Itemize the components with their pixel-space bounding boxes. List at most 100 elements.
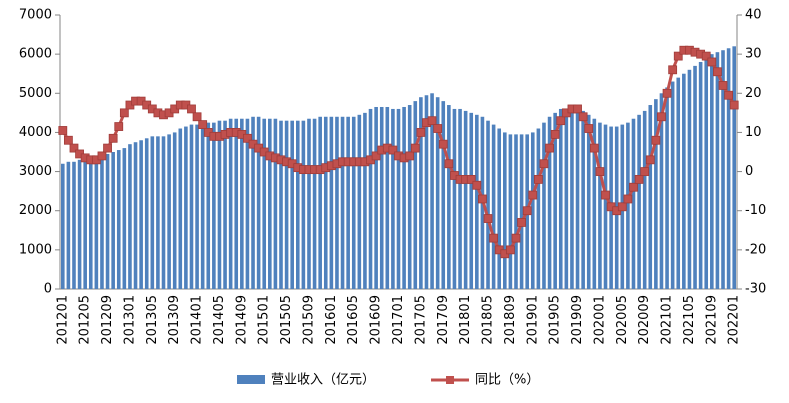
x-tick-label: 201701 xyxy=(391,295,406,345)
marker xyxy=(433,124,443,133)
bar xyxy=(508,134,513,289)
marker xyxy=(405,151,415,161)
x-tick-label: 202201 xyxy=(727,295,742,345)
marker xyxy=(589,143,599,153)
bar xyxy=(424,95,429,289)
marker xyxy=(472,180,482,190)
x-tick-label: 201405 xyxy=(212,295,227,345)
y2-tick-label: 30 xyxy=(745,47,762,62)
bar xyxy=(586,114,591,289)
x-tick-label: 202105 xyxy=(682,295,697,345)
bar xyxy=(486,120,490,289)
marker xyxy=(617,202,627,212)
bar xyxy=(665,87,669,290)
bar xyxy=(413,101,418,289)
marker xyxy=(701,51,711,61)
legend-swatch xyxy=(237,375,265,384)
x-tick-label: 201201 xyxy=(55,295,70,345)
marker xyxy=(713,67,722,77)
bar xyxy=(150,136,155,289)
bar xyxy=(228,118,233,289)
marker xyxy=(556,116,566,126)
bar xyxy=(704,58,709,289)
marker xyxy=(573,104,582,114)
bar xyxy=(301,120,306,289)
marker xyxy=(662,88,672,98)
bar xyxy=(693,65,697,289)
bar xyxy=(290,120,294,289)
bar xyxy=(463,110,468,290)
bar xyxy=(374,106,378,289)
bar xyxy=(178,128,183,289)
bar xyxy=(519,134,524,289)
bar xyxy=(307,118,311,289)
marker xyxy=(388,145,398,155)
marker xyxy=(634,174,644,184)
marker xyxy=(729,100,739,110)
x-tick-label: 202005 xyxy=(615,295,630,345)
bar xyxy=(105,153,110,289)
marker xyxy=(545,143,554,153)
y-tick-label: 2000 xyxy=(19,203,52,218)
bar xyxy=(687,69,692,289)
x-tick-label: 201601 xyxy=(324,295,339,345)
marker xyxy=(539,159,549,169)
y-tick-label: 4000 xyxy=(19,125,52,140)
bar xyxy=(161,136,166,289)
bar xyxy=(363,112,367,289)
x-tick-label: 201709 xyxy=(436,295,451,345)
bar xyxy=(116,150,121,289)
marker xyxy=(645,155,655,165)
x-tick-label: 201909 xyxy=(570,295,585,345)
x-tick-label: 201901 xyxy=(525,295,540,345)
marker xyxy=(416,128,426,137)
marker xyxy=(528,190,538,200)
x-tick-label: 201401 xyxy=(190,295,205,345)
bar xyxy=(223,120,227,289)
bar xyxy=(251,116,255,290)
bar xyxy=(172,132,177,289)
bar xyxy=(385,106,390,289)
x-tick-label: 201905 xyxy=(548,295,563,345)
bar xyxy=(698,61,703,289)
bar xyxy=(323,116,328,290)
bar xyxy=(514,134,518,289)
bar xyxy=(542,122,546,290)
bar xyxy=(430,93,434,290)
marker xyxy=(595,167,605,176)
marker xyxy=(119,108,129,118)
bar xyxy=(407,105,412,290)
marker xyxy=(724,90,734,100)
x-tick-label: 201801 xyxy=(458,295,473,345)
marker xyxy=(651,135,661,145)
bar xyxy=(682,73,686,289)
bar xyxy=(245,118,250,289)
marker xyxy=(466,174,476,184)
x-tick-label: 202001 xyxy=(592,295,607,345)
marker xyxy=(187,104,196,114)
marker xyxy=(668,65,678,75)
legend-label: 同比（%） xyxy=(475,373,539,388)
bar xyxy=(631,118,636,289)
bar xyxy=(66,161,71,289)
x-tick-label: 201805 xyxy=(481,295,496,345)
bar xyxy=(77,159,82,289)
marker xyxy=(584,124,594,133)
bar xyxy=(273,118,278,289)
marker xyxy=(63,135,73,145)
marker xyxy=(192,112,202,122)
marker xyxy=(506,245,515,255)
bar xyxy=(547,116,552,290)
bar xyxy=(530,132,535,289)
bar xyxy=(626,122,630,290)
y-tick-label: 7000 xyxy=(19,8,52,23)
bar xyxy=(156,136,160,289)
x-tick-label: 201409 xyxy=(234,295,249,345)
bar xyxy=(475,114,479,289)
x-tick-label: 202101 xyxy=(660,295,675,345)
marker xyxy=(517,218,526,227)
marker xyxy=(718,81,728,90)
x-tick-label: 201209 xyxy=(100,295,115,345)
bar xyxy=(497,128,502,289)
